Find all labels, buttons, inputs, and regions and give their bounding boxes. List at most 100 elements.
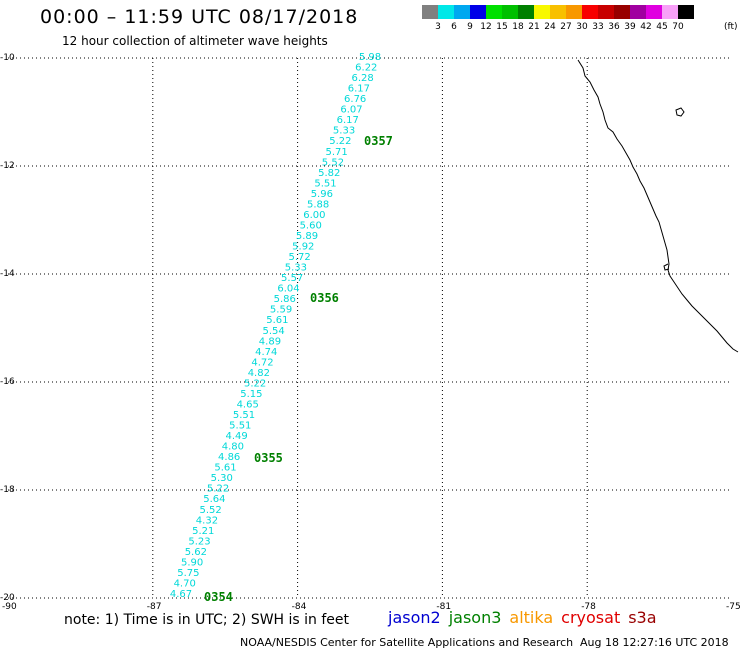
wave-height-label: 5.54 <box>263 326 285 337</box>
latitude-label: -20 <box>0 593 15 603</box>
pass-time-label: 0354 <box>204 590 233 604</box>
legend-swatch <box>486 5 502 19</box>
pass-time-label: 0357 <box>364 134 393 148</box>
pass-time-label: 0356 <box>310 291 339 305</box>
wave-height-label: 5.90 <box>181 557 203 568</box>
legend-units: (ft) <box>724 22 738 32</box>
wave-height-label: 5.23 <box>188 536 210 547</box>
color-legend: 3 6 9 12 15 18 21 24 27 30 33 36 39 42 45 70 (ft) <box>422 5 738 33</box>
wave-height-label: 6.76 <box>344 94 366 105</box>
legend-tick: 9 <box>467 22 473 32</box>
altimeter-track: 5.986.226.286.176.766.076.175.335.225.71… <box>170 52 381 600</box>
page-title: 00:00 – 11:59 UTC 08/17/2018 <box>40 6 359 28</box>
latitude-label: -10 <box>0 53 15 63</box>
generated-timestamp: Aug 18 12:27:16 UTC 2018 <box>580 636 729 649</box>
longitude-label: -75 <box>726 602 740 612</box>
legend-swatch <box>566 5 582 19</box>
wave-height-label: 5.62 <box>185 547 207 558</box>
wave-height-label: 4.49 <box>225 431 247 442</box>
wave-height-label: 5.96 <box>311 189 333 200</box>
wave-height-label: 5.88 <box>307 199 329 210</box>
wave-height-label: 6.07 <box>340 105 362 116</box>
legend-tick: 27 <box>560 22 572 32</box>
legend-swatch <box>438 5 454 19</box>
legend-swatch <box>582 5 598 19</box>
wave-height-label: 4.65 <box>237 399 259 410</box>
wave-height-label: 4.86 <box>218 452 240 463</box>
wave-height-label: 5.59 <box>270 305 292 316</box>
wave-height-label: 5.86 <box>274 294 296 305</box>
legend-tick: 24 <box>544 22 556 32</box>
wave-height-label: 4.32 <box>196 515 218 526</box>
legend-swatch <box>518 5 534 19</box>
wave-height-label: 6.17 <box>337 115 359 126</box>
legend-tick: 6 <box>451 22 457 32</box>
legend-swatch <box>454 5 470 19</box>
legend-tick: 36 <box>608 22 620 32</box>
legend-tick: 70 <box>672 22 684 32</box>
credit-line: NOAA/NESDIS Center for Satellite Applica… <box>240 636 574 649</box>
wave-height-label: 5.61 <box>214 463 236 474</box>
wave-height-label: 5.61 <box>266 315 288 326</box>
legend-swatch <box>614 5 630 19</box>
wave-height-label: 5.60 <box>300 220 322 231</box>
wave-height-label: 5.22 <box>207 484 229 495</box>
pass-times: 0357 0356 0355 0354 <box>204 134 393 604</box>
wave-height-label: 5.15 <box>240 389 262 400</box>
legend-tick: 30 <box>576 22 588 32</box>
wave-height-label: 5.64 <box>203 494 225 505</box>
legend-tick: 3 <box>435 22 441 32</box>
latitude-label: -12 <box>0 161 15 171</box>
satellite-name: cryosat <box>561 608 621 627</box>
pass-time-label: 0355 <box>254 451 283 465</box>
wave-height-label: 4.72 <box>251 357 273 368</box>
wave-height-label: 5.98 <box>359 52 381 63</box>
wave-height-label: 6.22 <box>355 63 377 74</box>
legend-swatch <box>630 5 646 19</box>
wave-height-label: 5.52 <box>322 157 344 168</box>
satellite-name: s3a <box>628 608 657 627</box>
wave-height-label: 5.71 <box>326 147 348 158</box>
coastline <box>577 59 739 353</box>
wave-height-label: 5.22 <box>329 136 351 147</box>
wave-height-label: 4.70 <box>174 578 196 589</box>
legend-swatches <box>422 5 694 19</box>
wave-height-label: 6.00 <box>303 210 325 221</box>
latitude-label: -18 <box>0 485 15 495</box>
island-outline <box>675 107 685 117</box>
legend-swatch <box>550 5 566 19</box>
longitude-label: -81 <box>436 602 452 612</box>
wave-height-label: 5.33 <box>285 263 307 274</box>
wave-height-label: 5.89 <box>296 231 318 242</box>
latitude-label: -14 <box>0 269 15 279</box>
legend-tick: 15 <box>496 22 508 32</box>
legend-swatch <box>502 5 518 19</box>
map-grid <box>8 57 732 599</box>
wave-height-label: 5.72 <box>288 252 310 263</box>
satellite-key: jason2 jason3 altika cryosat s3a <box>388 608 665 627</box>
legend-tick: 33 <box>592 22 604 32</box>
wave-height-label: 6.17 <box>348 84 370 95</box>
wave-height-label: 6.28 <box>351 73 373 84</box>
legend-swatch <box>534 5 550 19</box>
wave-height-label: 5.82 <box>318 168 340 179</box>
legend-tick: 21 <box>528 22 540 32</box>
wave-height-label: 4.80 <box>222 442 244 453</box>
wave-height-label: 4.67 <box>170 589 192 600</box>
legend-tick: 12 <box>480 22 492 32</box>
legend-tick: 42 <box>640 22 652 32</box>
page-subtitle: 12 hour collection of altimeter wave hei… <box>62 34 328 48</box>
wave-height-label: 5.51 <box>233 410 255 421</box>
legend-swatch <box>598 5 614 19</box>
satellite-name: jason2 <box>388 608 441 627</box>
peninsula-mark <box>663 263 670 271</box>
legend-tick: 39 <box>624 22 636 32</box>
legend-swatch <box>662 5 678 19</box>
wave-height-label: 4.89 <box>259 336 281 347</box>
wave-height-label: 5.21 <box>192 526 214 537</box>
longitude-label: -90 <box>2 602 17 612</box>
wave-height-label: 5.33 <box>333 126 355 137</box>
longitude-label: -87 <box>146 602 162 612</box>
